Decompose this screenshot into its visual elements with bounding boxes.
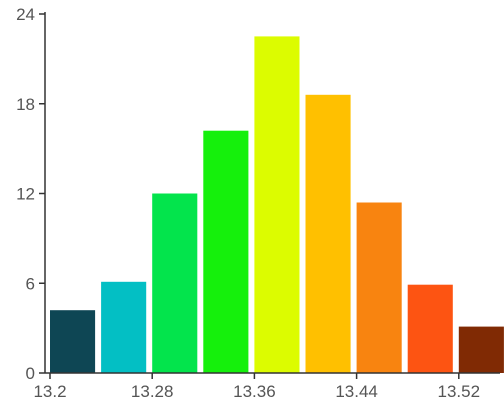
bar-8 xyxy=(407,284,453,373)
x-ticks-layer: 13.2 13.28 13.36 13.44 13.52 xyxy=(33,373,480,401)
bar-2 xyxy=(101,281,147,373)
y-tick-label: 24 xyxy=(16,5,35,24)
bars-layer xyxy=(50,36,504,374)
y-tick-label: 18 xyxy=(16,95,35,114)
x-tick-label: 13.52 xyxy=(438,382,481,401)
y-tick-label: 12 xyxy=(16,185,35,204)
bar-9 xyxy=(458,326,504,373)
axes-layer xyxy=(44,12,500,374)
x-tick-label: 13.2 xyxy=(33,382,66,401)
y-tick-label: 6 xyxy=(26,274,35,293)
bar-7 xyxy=(356,202,402,373)
bar-1 xyxy=(50,310,96,373)
x-tick-label: 13.44 xyxy=(335,382,378,401)
bar-6 xyxy=(305,94,351,374)
y-tick-label: 0 xyxy=(26,364,35,383)
bar-4 xyxy=(203,130,249,373)
x-tick-label: 13.36 xyxy=(233,382,276,401)
x-tick-label: 13.28 xyxy=(131,382,174,401)
bar-5 xyxy=(254,36,300,374)
y-ticks-layer: 0 6 12 18 24 xyxy=(16,5,45,383)
bar-3 xyxy=(152,193,198,373)
